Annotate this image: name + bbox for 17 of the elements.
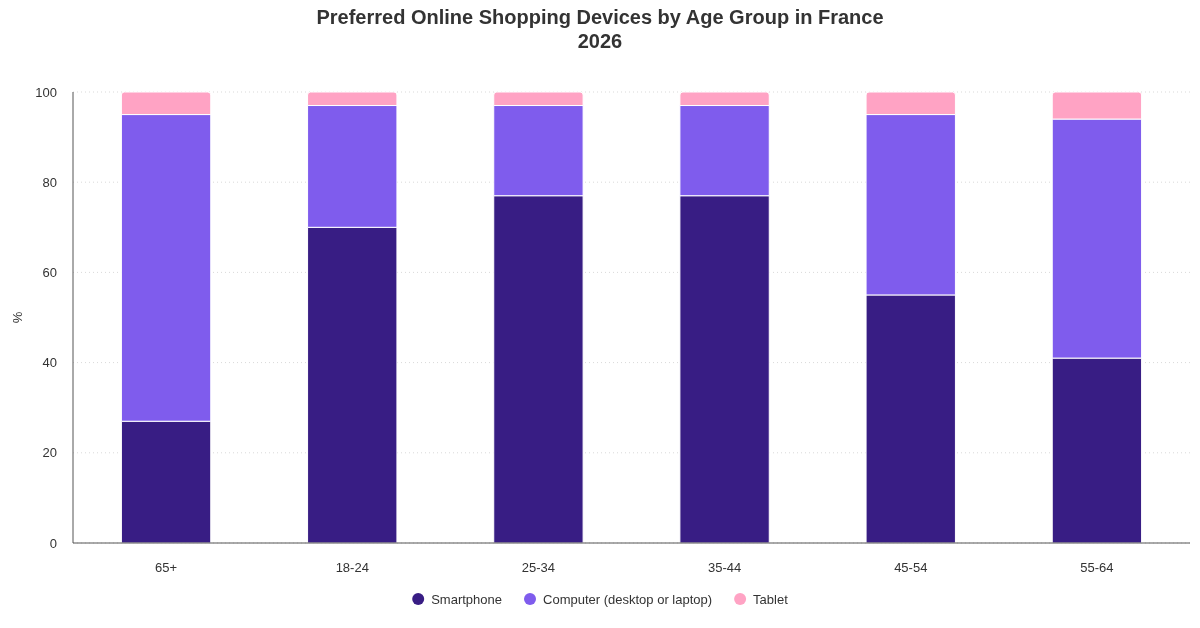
legend-label: Computer (desktop or laptop): [543, 591, 713, 607]
x-tick-label: 55-64: [1080, 559, 1114, 575]
x-tick-label: 35-44: [707, 559, 742, 575]
y-tick-label: 0: [49, 535, 57, 551]
legend-label: Tablet: [753, 591, 789, 607]
y-tick-label: 80: [42, 174, 57, 190]
y-tick-label: 100: [35, 84, 57, 100]
x-tick-label: 45-54: [894, 559, 928, 575]
x-tick-label: 18-24: [335, 559, 369, 575]
y-axis-title: %: [10, 311, 25, 324]
y-tick-label: 60: [42, 264, 57, 280]
y-tick-label: 40: [42, 355, 57, 371]
y-tick-label: 20: [42, 445, 57, 461]
chart-title: Preferred Online Shopping Devices by Age Group in France 2026: [316, 6, 884, 52]
x-tick-label: 25-34: [521, 559, 556, 575]
legend-label: Smartphone: [431, 591, 503, 607]
x-tick-label: 65+: [155, 559, 178, 575]
